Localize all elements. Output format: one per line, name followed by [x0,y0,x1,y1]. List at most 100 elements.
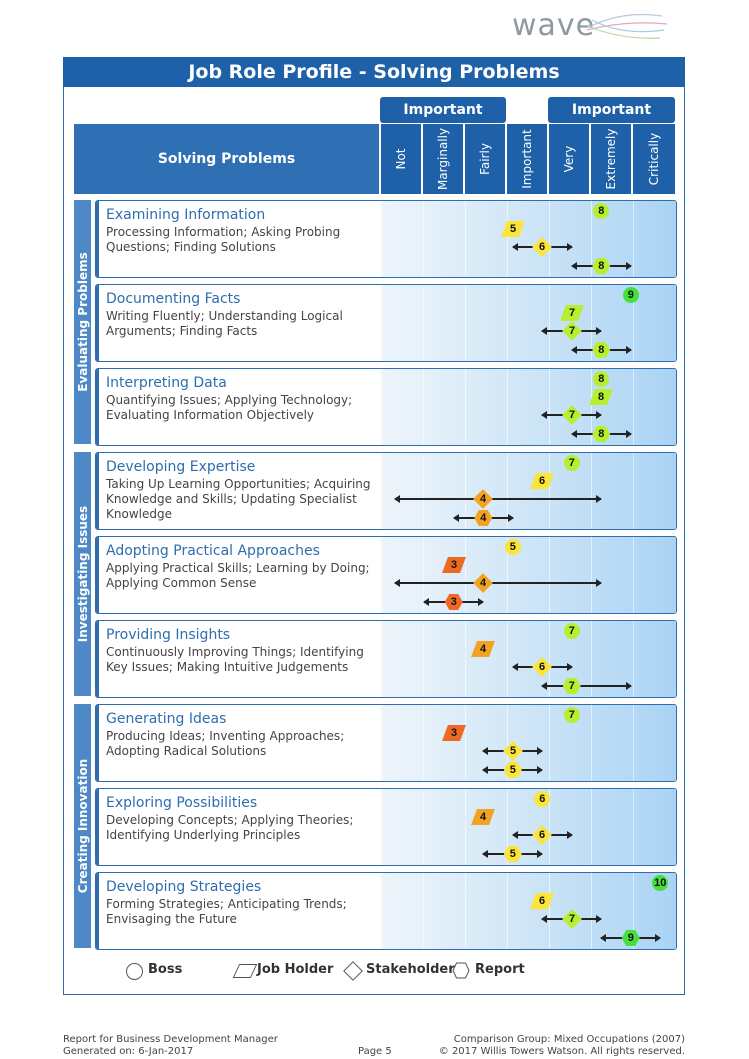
scale-column-divider [633,621,634,697]
stakeholder-marker-value: 4 [480,493,487,505]
scale-column-divider [465,789,466,865]
section-investigating-issues: Investigating Issues [74,452,91,696]
footer-copyright: © 2017 Willis Towers Watson. All rights … [438,1046,685,1057]
report-marker-value: 8 [598,344,605,356]
column-header-critically: Critically [632,124,675,194]
scale-column-divider [591,873,592,949]
stakeholder-marker-value: 7 [568,913,575,925]
competency-description: Writing Fluently; Understanding Logical … [106,309,343,338]
footer-report-for: Report for Business Development Manager [63,1034,278,1045]
legend-report: Report [475,962,525,977]
scale-column-divider [591,621,592,697]
competency-title: Providing Insights [106,627,231,643]
competency-description: Processing Information; Asking Probing Q… [106,225,341,254]
boss-marker: 6 [534,791,551,807]
competency-text: Interpreting Data Quantifying Issues; App… [96,369,381,445]
range-arrow [541,682,632,690]
scale-column-divider [465,453,466,529]
scale-column-divider [507,789,508,865]
boss-marker: 7 [563,455,580,471]
scale-column-divider [591,537,592,613]
boss-marker: 8 [593,371,610,387]
scale-column-divider [591,285,592,361]
scale-column-divider [633,705,634,781]
job-holder-marker-value: 6 [539,895,546,907]
scale-column-divider [423,369,424,445]
stakeholder-marker-value: 6 [539,241,546,253]
report-marker: 3 [444,594,463,610]
job-holder-marker-value: 7 [568,307,575,319]
stakeholder-marker-value: 5 [509,745,516,757]
scale-column-divider [423,873,424,949]
stakeholder-marker-value: 6 [539,829,546,841]
scale-column-divider [423,789,424,865]
competency-description: Applying Practical Skills; Learning by D… [106,561,370,590]
scale-column-divider [633,285,634,361]
job-holder-marker-value: 3 [450,727,457,739]
competency-description: Quantifying Issues; Applying Technology;… [106,393,353,422]
scale-column-divider [633,453,634,529]
competency-text: Exploring Possibilities Developing Concep… [96,789,381,865]
competency-row-examining-information: Examining Information Processing Informat… [95,200,677,278]
competency-description: Continuously Improving Things; Identifyi… [106,645,364,674]
boss-marker-value: 10 [654,877,667,889]
competency-title: Developing Strategies [106,879,262,895]
competency-row-developing-expertise: Developing Expertise Taking Up Learning O… [95,452,677,530]
job-holder-marker-value: 4 [480,643,487,655]
boss-legend-icon [126,963,143,980]
competency-title: Documenting Facts [106,291,241,307]
scale-column-divider [507,285,508,361]
scale-column-divider [465,201,466,277]
rating-scale-area [381,201,676,277]
report-marker-value: 9 [627,932,634,944]
scale-column-divider [633,369,634,445]
competency-text: Adopting Practical Approaches Applying Pr… [96,537,381,613]
scale-column-divider [423,201,424,277]
column-header-extremely: Extremely [590,124,631,194]
boss-marker: 10 [652,875,669,891]
boss-marker: 8 [593,203,610,219]
scale-column-divider [549,705,550,781]
competency-title: Generating Ideas [106,711,227,727]
rating-scale-area [381,621,676,697]
competency-title: Interpreting Data [106,375,227,391]
competency-title: Examining Information [106,207,266,223]
boss-marker-value: 5 [509,541,516,553]
boss-marker: 5 [504,539,521,555]
competency-row-generating-ideas: Generating Ideas Producing Ideas; Inventi… [95,704,677,782]
rating-scale-area [381,789,676,865]
legend-stakeholder: Stakeholder [366,962,455,977]
competency-row-exploring-possibilities: Exploring Possibilities Developing Concep… [95,788,677,866]
legend-job-holder: Job Holder [257,962,334,977]
scale-column-divider [591,201,592,277]
report-marker: 5 [503,846,522,862]
wave-logo: wave [512,8,596,43]
scale-column-divider [591,789,592,865]
scale-column-divider [507,201,508,277]
job-holder-marker-value: 4 [480,811,487,823]
scale-column-divider [549,621,550,697]
competency-text: Documenting Facts Writing Fluently; Under… [96,285,381,361]
column-header-not: Not [380,124,421,194]
boss-marker: 7 [563,623,580,639]
scale-column-divider [507,705,508,781]
competency-text: Providing Insights Continuously Improving… [96,621,381,697]
report-marker-value: 8 [598,428,605,440]
report-marker-value: 5 [509,848,516,860]
column-header-important: Important [506,124,547,194]
competency-title: Exploring Possibilities [106,795,258,811]
scale-column-divider [633,873,634,949]
competency-text: Examining Information Processing Informat… [96,201,381,277]
scale-column-divider [549,537,550,613]
boss-marker-value: 9 [627,289,634,301]
report-marker-value: 3 [450,596,457,608]
report-marker-value: 4 [480,512,487,524]
scale-column-divider [507,873,508,949]
competency-title: Adopting Practical Approaches [106,543,320,559]
scale-column-divider [549,285,550,361]
job-holder-marker-value: 8 [598,391,605,403]
scale-column-divider [465,621,466,697]
important-header-left: Important [380,97,506,123]
scale-column-divider [507,537,508,613]
boss-marker-value: 7 [568,457,575,469]
